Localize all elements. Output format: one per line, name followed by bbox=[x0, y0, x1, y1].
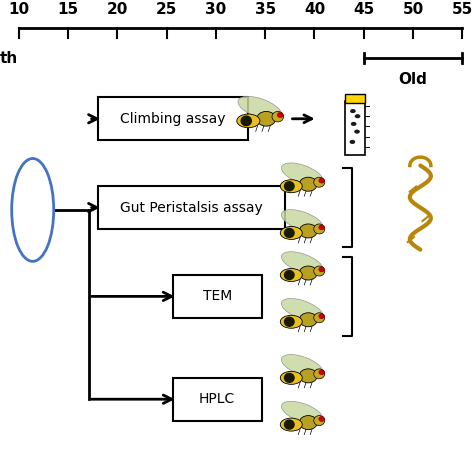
Ellipse shape bbox=[350, 109, 356, 113]
FancyBboxPatch shape bbox=[173, 275, 262, 318]
Ellipse shape bbox=[284, 419, 295, 430]
Ellipse shape bbox=[319, 314, 324, 319]
Ellipse shape bbox=[314, 224, 325, 234]
Text: 40: 40 bbox=[304, 2, 325, 18]
Ellipse shape bbox=[282, 401, 323, 424]
Ellipse shape bbox=[280, 315, 302, 328]
Ellipse shape bbox=[299, 224, 317, 238]
Ellipse shape bbox=[299, 416, 317, 429]
Ellipse shape bbox=[282, 299, 323, 321]
Ellipse shape bbox=[280, 371, 302, 384]
FancyBboxPatch shape bbox=[173, 378, 262, 421]
Ellipse shape bbox=[314, 177, 325, 187]
Ellipse shape bbox=[237, 114, 260, 128]
Ellipse shape bbox=[314, 416, 325, 426]
Ellipse shape bbox=[282, 163, 323, 185]
Ellipse shape bbox=[354, 129, 360, 134]
Ellipse shape bbox=[257, 111, 276, 126]
Ellipse shape bbox=[284, 373, 295, 383]
Ellipse shape bbox=[280, 180, 302, 193]
Ellipse shape bbox=[284, 181, 295, 191]
FancyBboxPatch shape bbox=[345, 101, 365, 155]
Text: 50: 50 bbox=[402, 2, 424, 18]
Ellipse shape bbox=[299, 266, 317, 280]
Ellipse shape bbox=[284, 317, 295, 327]
Text: 25: 25 bbox=[156, 2, 177, 18]
Text: 20: 20 bbox=[107, 2, 128, 18]
Ellipse shape bbox=[319, 178, 324, 183]
Text: Climbing assay: Climbing assay bbox=[120, 112, 226, 126]
Text: HPLC: HPLC bbox=[199, 392, 235, 406]
Ellipse shape bbox=[319, 267, 324, 272]
Ellipse shape bbox=[314, 369, 325, 379]
Ellipse shape bbox=[299, 369, 317, 383]
Ellipse shape bbox=[314, 313, 325, 323]
Ellipse shape bbox=[314, 266, 325, 276]
FancyBboxPatch shape bbox=[345, 94, 365, 103]
FancyBboxPatch shape bbox=[98, 97, 247, 140]
Ellipse shape bbox=[299, 177, 317, 191]
Text: TEM: TEM bbox=[202, 290, 232, 303]
Text: Old: Old bbox=[399, 72, 428, 87]
Text: 35: 35 bbox=[255, 2, 276, 18]
Text: Gut Peristalsis assay: Gut Peristalsis assay bbox=[120, 201, 263, 215]
Text: th: th bbox=[0, 51, 18, 65]
Ellipse shape bbox=[355, 114, 360, 118]
Ellipse shape bbox=[319, 370, 324, 375]
Ellipse shape bbox=[277, 112, 283, 118]
Text: 55: 55 bbox=[452, 2, 473, 18]
Ellipse shape bbox=[284, 228, 295, 238]
Text: 10: 10 bbox=[8, 2, 29, 18]
Ellipse shape bbox=[12, 158, 54, 261]
Ellipse shape bbox=[282, 355, 323, 377]
Ellipse shape bbox=[319, 225, 324, 230]
Text: 45: 45 bbox=[353, 2, 374, 18]
Ellipse shape bbox=[272, 111, 283, 122]
Ellipse shape bbox=[351, 122, 356, 126]
FancyBboxPatch shape bbox=[98, 186, 285, 229]
Ellipse shape bbox=[299, 313, 317, 327]
Ellipse shape bbox=[238, 96, 282, 120]
Ellipse shape bbox=[319, 417, 324, 421]
Ellipse shape bbox=[280, 418, 302, 431]
Ellipse shape bbox=[240, 115, 252, 127]
Text: 15: 15 bbox=[57, 2, 79, 18]
Ellipse shape bbox=[284, 270, 295, 280]
Ellipse shape bbox=[280, 227, 302, 239]
Ellipse shape bbox=[349, 140, 355, 144]
Text: 30: 30 bbox=[205, 2, 227, 18]
Ellipse shape bbox=[282, 210, 323, 232]
Ellipse shape bbox=[280, 269, 302, 282]
Ellipse shape bbox=[282, 252, 323, 274]
